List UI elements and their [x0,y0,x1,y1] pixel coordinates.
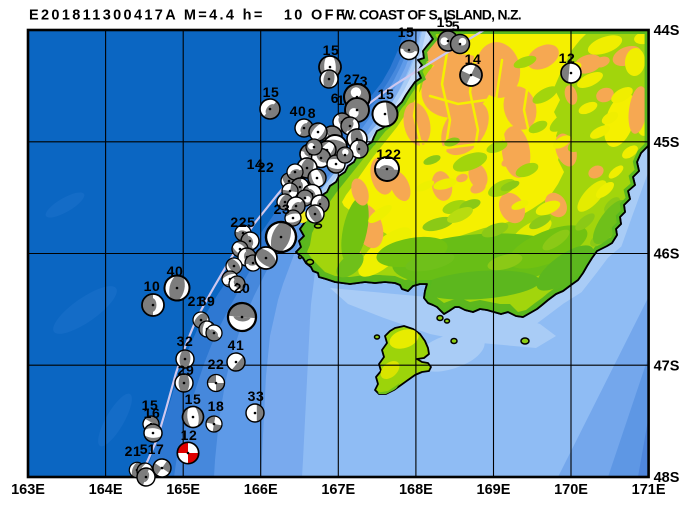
svg-text:20: 20 [234,280,251,296]
svg-text:165E: 165E [166,482,200,498]
svg-text:1: 1 [337,92,345,108]
svg-text:21: 21 [125,443,142,459]
svg-text:21: 21 [188,293,205,309]
svg-text:167E: 167E [321,482,355,498]
svg-text:122: 122 [376,146,401,162]
svg-text:40: 40 [290,103,307,119]
svg-text:225: 225 [230,214,255,230]
svg-text:5: 5 [140,441,148,457]
svg-text:169E: 169E [477,482,511,498]
svg-text:16: 16 [144,405,161,421]
svg-text:14: 14 [247,156,264,172]
svg-text:27: 27 [344,71,361,87]
svg-text:46S: 46S [654,247,680,263]
svg-text:48S: 48S [654,470,680,486]
svg-text:164E: 164E [89,482,123,498]
svg-text:15: 15 [378,86,395,102]
svg-text:10: 10 [144,278,161,294]
svg-text:29: 29 [178,362,195,378]
svg-text:15: 15 [323,42,340,58]
svg-text:E201811300417A M=4.4 h= 10 O: E201811300417A M=4.4 h= 10 OFF [29,8,347,24]
svg-text:45S: 45S [654,135,680,151]
svg-text:14: 14 [465,51,482,67]
svg-text:18: 18 [208,398,225,414]
svg-text:32: 32 [177,333,194,349]
svg-text:33: 33 [248,388,265,404]
svg-text:166E: 166E [244,482,278,498]
svg-text:22: 22 [208,356,225,372]
svg-text:17: 17 [148,441,165,457]
svg-text:W. COAST OF S. ISLAND, N.Z.: W. COAST OF S. ISLAND, N.Z. [341,7,521,23]
svg-text:5: 5 [452,18,460,34]
svg-text:15: 15 [437,14,454,30]
svg-text:41: 41 [228,337,245,353]
svg-text:15: 15 [185,391,202,407]
svg-text:15: 15 [263,84,280,100]
svg-text:47S: 47S [654,358,680,374]
svg-text:39: 39 [199,293,216,309]
svg-text:22: 22 [258,159,275,175]
svg-text:170E: 170E [554,482,588,498]
svg-text:168E: 168E [399,482,433,498]
svg-text:23: 23 [274,201,291,217]
svg-text:44S: 44S [654,23,680,39]
svg-text:12: 12 [181,427,198,443]
svg-text:40: 40 [167,263,184,279]
svg-text:171E: 171E [632,482,666,498]
svg-text:15: 15 [398,24,415,40]
svg-text:12: 12 [559,50,576,66]
svg-text:8: 8 [308,105,316,121]
svg-text:3: 3 [360,73,368,89]
svg-text:6: 6 [331,90,339,106]
svg-text:15: 15 [142,397,159,413]
svg-text:163E: 163E [11,482,45,498]
